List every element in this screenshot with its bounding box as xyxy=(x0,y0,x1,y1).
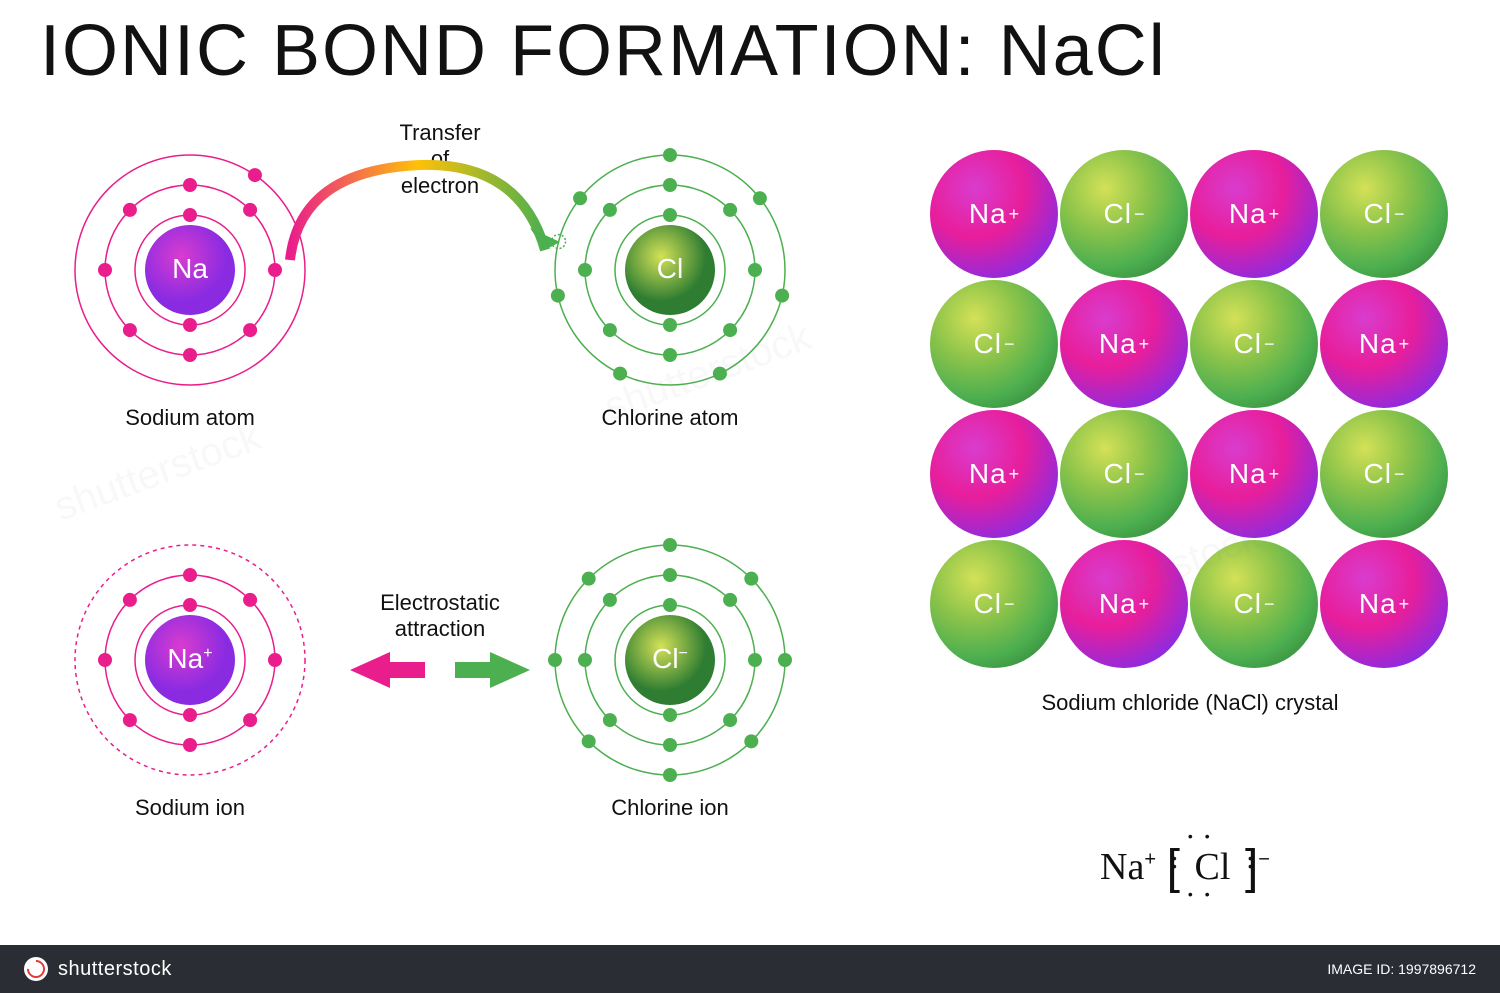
attraction-arrows xyxy=(310,640,570,700)
lewis-structure: Na+ [ • • • • •• •• Cl ]− xyxy=(1100,840,1270,895)
svg-text:Na: Na xyxy=(172,253,208,284)
crystal-cl-ion: Cl− xyxy=(1320,150,1448,278)
footer-brand: shutterstock xyxy=(58,958,172,981)
crystal-cl-ion: Cl− xyxy=(1320,410,1448,538)
sodium_ion-diagram: Na+ xyxy=(60,530,320,790)
transfer-arrow xyxy=(260,150,580,350)
chlorine_atom-caption: Chlorine atom xyxy=(570,405,770,431)
crystal-cl-ion: Cl− xyxy=(1060,410,1188,538)
crystal-na-ion: Na+ xyxy=(1190,150,1318,278)
crystal-na-ion: Na+ xyxy=(930,410,1058,538)
crystal-cl-ion: Cl− xyxy=(1190,540,1318,668)
shutterstock-logo-icon xyxy=(24,957,48,981)
crystal-na-ion: Na+ xyxy=(1060,280,1188,408)
crystal-na-ion: Na+ xyxy=(1190,410,1318,538)
crystal-na-ion: Na+ xyxy=(1320,540,1448,668)
crystal-cl-ion: Cl− xyxy=(1060,150,1188,278)
footer-bar: shutterstock IMAGE ID: 1997896712 xyxy=(0,945,1500,993)
chlorine_ion-diagram: Cl− xyxy=(540,530,800,790)
chlorine_ion-caption: Chlorine ion xyxy=(570,795,770,821)
crystal-na-ion: Na+ xyxy=(1060,540,1188,668)
crystal-cl-ion: Cl− xyxy=(930,280,1058,408)
crystal-na-ion: Na+ xyxy=(1320,280,1448,408)
page-title: IONIC BOND FORMATION: NaCl xyxy=(40,10,1167,92)
footer-image-id: IMAGE ID: 1997896712 xyxy=(1327,961,1476,977)
sodium_atom-caption: Sodium atom xyxy=(90,405,290,431)
attraction-annotation: Electrostaticattraction xyxy=(350,590,530,643)
crystal-cl-ion: Cl− xyxy=(930,540,1058,668)
crystal-na-ion: Na+ xyxy=(930,150,1058,278)
crystal-cl-ion: Cl− xyxy=(1190,280,1318,408)
svg-text:Cl: Cl xyxy=(657,253,683,284)
sodium_ion-caption: Sodium ion xyxy=(90,795,290,821)
crystal-caption: Sodium chloride (NaCl) crystal xyxy=(990,690,1390,716)
